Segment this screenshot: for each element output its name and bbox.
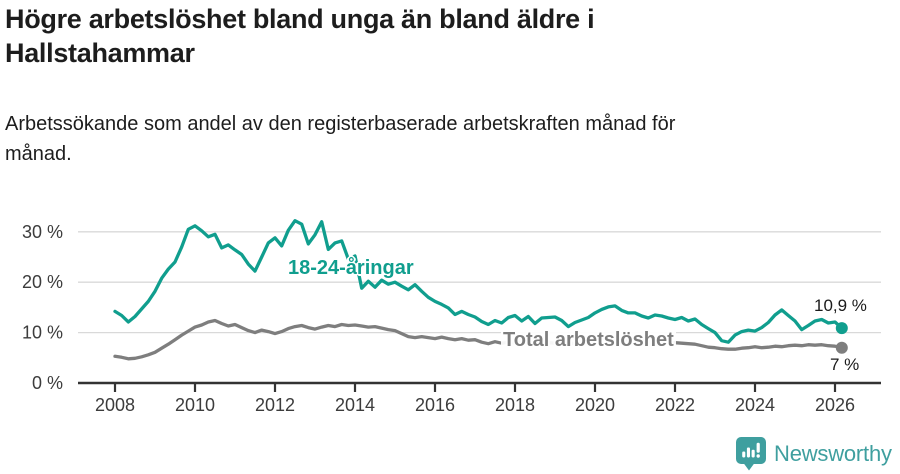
svg-text:30 %: 30 % — [22, 222, 63, 242]
page-subtitle-line-1: Arbetssökande som andel av den registerb… — [5, 113, 676, 135]
page-title: Högre arbetslöshet bland unga än bland ä… — [5, 2, 765, 70]
svg-text:2022: 2022 — [655, 395, 695, 415]
svg-text:2020: 2020 — [575, 395, 615, 415]
svg-text:2018: 2018 — [495, 395, 535, 415]
page-subtitle-line-2: månad. — [5, 143, 72, 165]
svg-text:2008: 2008 — [95, 395, 135, 415]
svg-text:2026: 2026 — [815, 395, 855, 415]
page-title-line-2: Hallstahammar — [5, 38, 195, 68]
svg-text:0 %: 0 % — [32, 373, 63, 393]
newsworthy-logo[interactable]: Newsworthy — [736, 437, 892, 471]
svg-text:2014: 2014 — [335, 395, 375, 415]
newsworthy-bubble-chart-icon — [736, 437, 766, 471]
brand-name: Newsworthy — [774, 441, 892, 466]
end-value-label-youth: 10,9 % — [814, 296, 867, 315]
page-title-line-1: Högre arbetslöshet bland unga än bland ä… — [5, 4, 595, 34]
series-label-total: Total arbetslöshet — [501, 329, 676, 351]
svg-text:2024: 2024 — [735, 395, 775, 415]
svg-text:2016: 2016 — [415, 395, 455, 415]
end-value-label-total: 7 % — [830, 355, 860, 374]
svg-text:2012: 2012 — [255, 395, 295, 415]
series-label-youth: 18-24-åringar — [288, 257, 414, 279]
svg-text:10 %: 10 % — [22, 323, 63, 343]
svg-text:2010: 2010 — [175, 395, 215, 415]
svg-text:20 %: 20 % — [22, 272, 63, 292]
page-subtitle: Arbetssökande som andel av den registerb… — [5, 109, 845, 169]
